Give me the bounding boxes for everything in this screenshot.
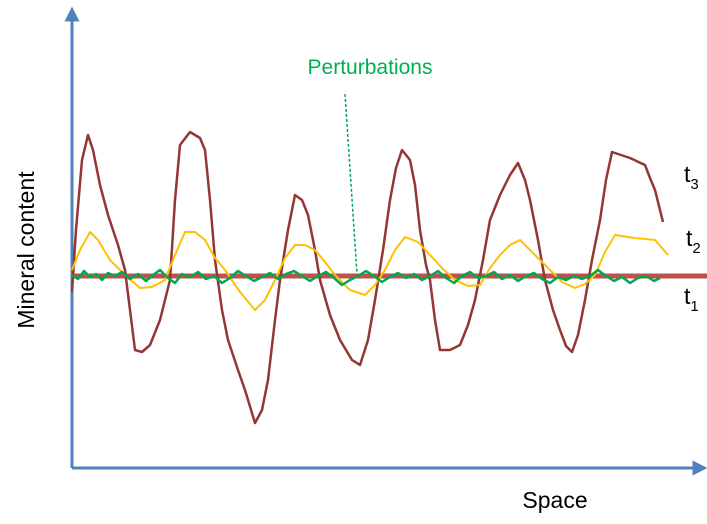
curve-label: t1 bbox=[684, 283, 699, 315]
curve-label-sub: 1 bbox=[690, 298, 698, 315]
curve-label-name: t bbox=[684, 161, 691, 187]
y-axis-label: Mineral content bbox=[13, 171, 39, 329]
curve-perturbations bbox=[71, 268, 661, 287]
annotation: Perturbations bbox=[308, 56, 433, 79]
curve-label-sub: 2 bbox=[692, 240, 700, 257]
curve-label: t2 bbox=[686, 225, 701, 257]
curve-t3 bbox=[70, 130, 665, 425]
curve-t2 bbox=[71, 231, 669, 311]
curve-label: t3 bbox=[684, 161, 699, 193]
curve-label-name: t bbox=[684, 283, 691, 309]
annotation-pointer bbox=[344, 93, 358, 275]
curve-label-name: t bbox=[686, 225, 693, 251]
curve-label-sub: 3 bbox=[690, 176, 698, 193]
x-axis-label: Space bbox=[522, 487, 587, 513]
